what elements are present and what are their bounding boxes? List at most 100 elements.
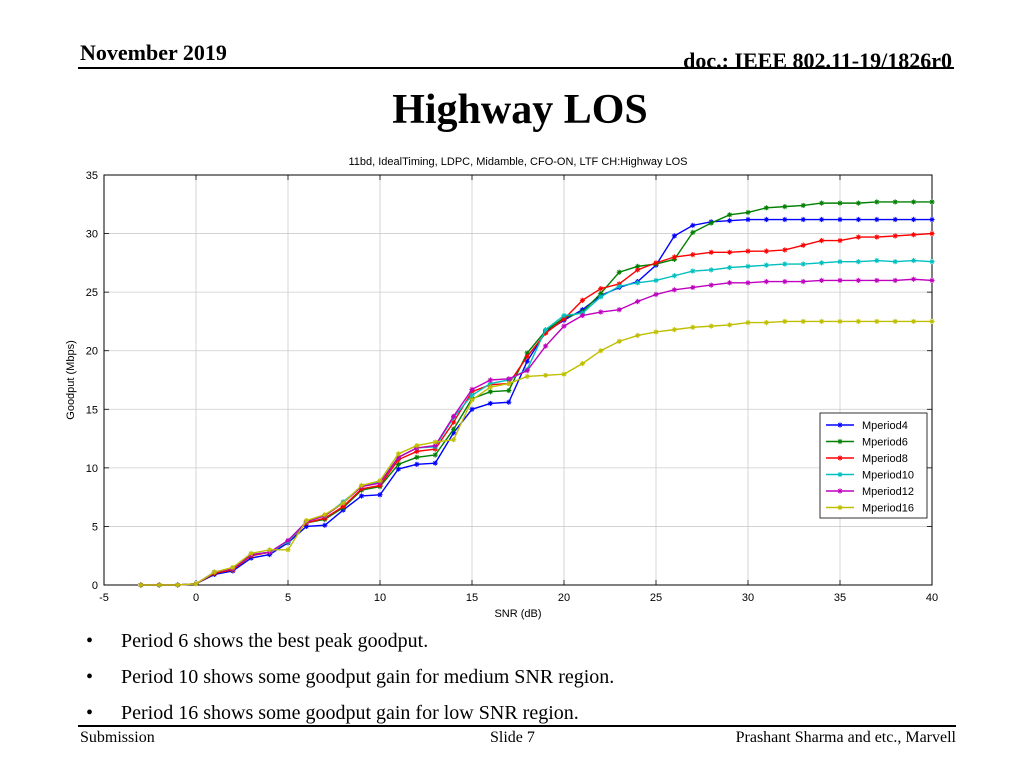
data-point: [819, 277, 825, 284]
data-point: [837, 504, 843, 511]
data-point: [837, 277, 843, 284]
data-point: [579, 361, 585, 367]
data-point: [543, 327, 549, 333]
data-point: [782, 261, 788, 267]
data-point: [248, 550, 254, 556]
data-point: [598, 286, 604, 292]
data-point: [635, 298, 641, 305]
legend: Mperiod4 Mperiod6 Mperiod8 Mperiod10 Mperiod…: [819, 412, 928, 519]
data-point: [929, 216, 935, 223]
data-point: [892, 216, 898, 223]
data-point: [303, 523, 309, 530]
data-point: [285, 537, 291, 544]
data-point: [837, 455, 843, 461]
data-point: [892, 259, 898, 265]
footer-submission: Submission: [80, 729, 155, 746]
data-point: [911, 318, 917, 325]
data-point: [635, 332, 641, 339]
data-point: [911, 276, 917, 282]
y-tick-label: 15: [86, 404, 98, 416]
series-line: [140, 320, 932, 586]
data-point: [690, 268, 696, 274]
data-point: [487, 380, 493, 387]
data-point: [745, 320, 751, 326]
data-point: [745, 280, 751, 286]
y-axis-label: Goodput (Mbps): [65, 340, 77, 419]
data-point: [782, 247, 788, 253]
data-point: [708, 323, 714, 329]
data-point: [506, 387, 512, 394]
data-point: [671, 327, 677, 333]
x-tick-label: 10: [374, 592, 386, 604]
data-point: [929, 277, 935, 284]
y-tick-label: 10: [86, 463, 98, 475]
data-point: [727, 264, 733, 271]
data-point: [432, 443, 438, 449]
bullet-symbol: •: [86, 630, 94, 652]
data-point: [782, 318, 788, 325]
data-point: [230, 564, 236, 571]
x-tick-label: 35: [834, 592, 846, 604]
x-tick-label: 15: [466, 592, 478, 604]
data-point: [524, 368, 530, 374]
data-point: [487, 384, 493, 390]
slide-title: Highway LOS: [392, 87, 648, 133]
data-point: [782, 279, 788, 285]
bullet-symbol: •: [86, 666, 94, 688]
data-point: [322, 512, 328, 518]
data-point: [892, 277, 898, 284]
x-tick-label: 0: [193, 592, 199, 604]
data-point: [451, 413, 457, 419]
data-point: [837, 488, 843, 494]
data-point: [635, 267, 641, 273]
data-point: [487, 389, 493, 395]
data-point: [598, 294, 604, 300]
x-axis-label: SNR (dB): [494, 608, 541, 620]
bullet-symbol: •: [86, 702, 94, 724]
data-point: [543, 330, 549, 336]
data-point: [653, 260, 659, 266]
data-point: [395, 461, 401, 467]
data-point: [285, 547, 291, 553]
data-point: [763, 320, 769, 326]
data-point: [359, 493, 365, 499]
data-point: [727, 280, 733, 286]
data-point: [690, 229, 696, 235]
data-point: [653, 329, 659, 335]
data-point: [451, 426, 457, 432]
data-point: [855, 318, 861, 325]
data-point: [414, 454, 420, 460]
y-tick-label: 0: [92, 580, 98, 592]
data-point: [377, 492, 383, 498]
data-point: [855, 234, 861, 240]
data-point: [598, 348, 604, 354]
data-point: [855, 259, 861, 265]
data-point: [727, 249, 733, 255]
data-point: [911, 199, 917, 205]
data-point: [561, 323, 567, 329]
data-point: [763, 216, 769, 223]
data-point: [727, 218, 733, 224]
data-point: [598, 309, 604, 315]
data-point: [432, 460, 438, 466]
data-point: [469, 397, 475, 403]
data-point: [855, 277, 861, 284]
data-point: [874, 216, 880, 223]
data-point: [800, 216, 806, 223]
data-point: [487, 400, 493, 407]
data-point: [340, 500, 346, 506]
data-point: [819, 238, 825, 244]
data-point: [874, 234, 880, 240]
data-point: [395, 466, 401, 472]
data-point: [708, 282, 714, 288]
data-point: [911, 216, 917, 223]
header-doc-id: doc.: IEEE 802.11-19/1826r0: [683, 48, 952, 73]
data-point: [469, 392, 475, 398]
data-point: [837, 438, 843, 445]
data-point: [616, 269, 622, 275]
data-point: [543, 343, 549, 349]
data-point: [175, 582, 181, 588]
data-point: [819, 216, 825, 223]
data-point: [267, 547, 273, 553]
